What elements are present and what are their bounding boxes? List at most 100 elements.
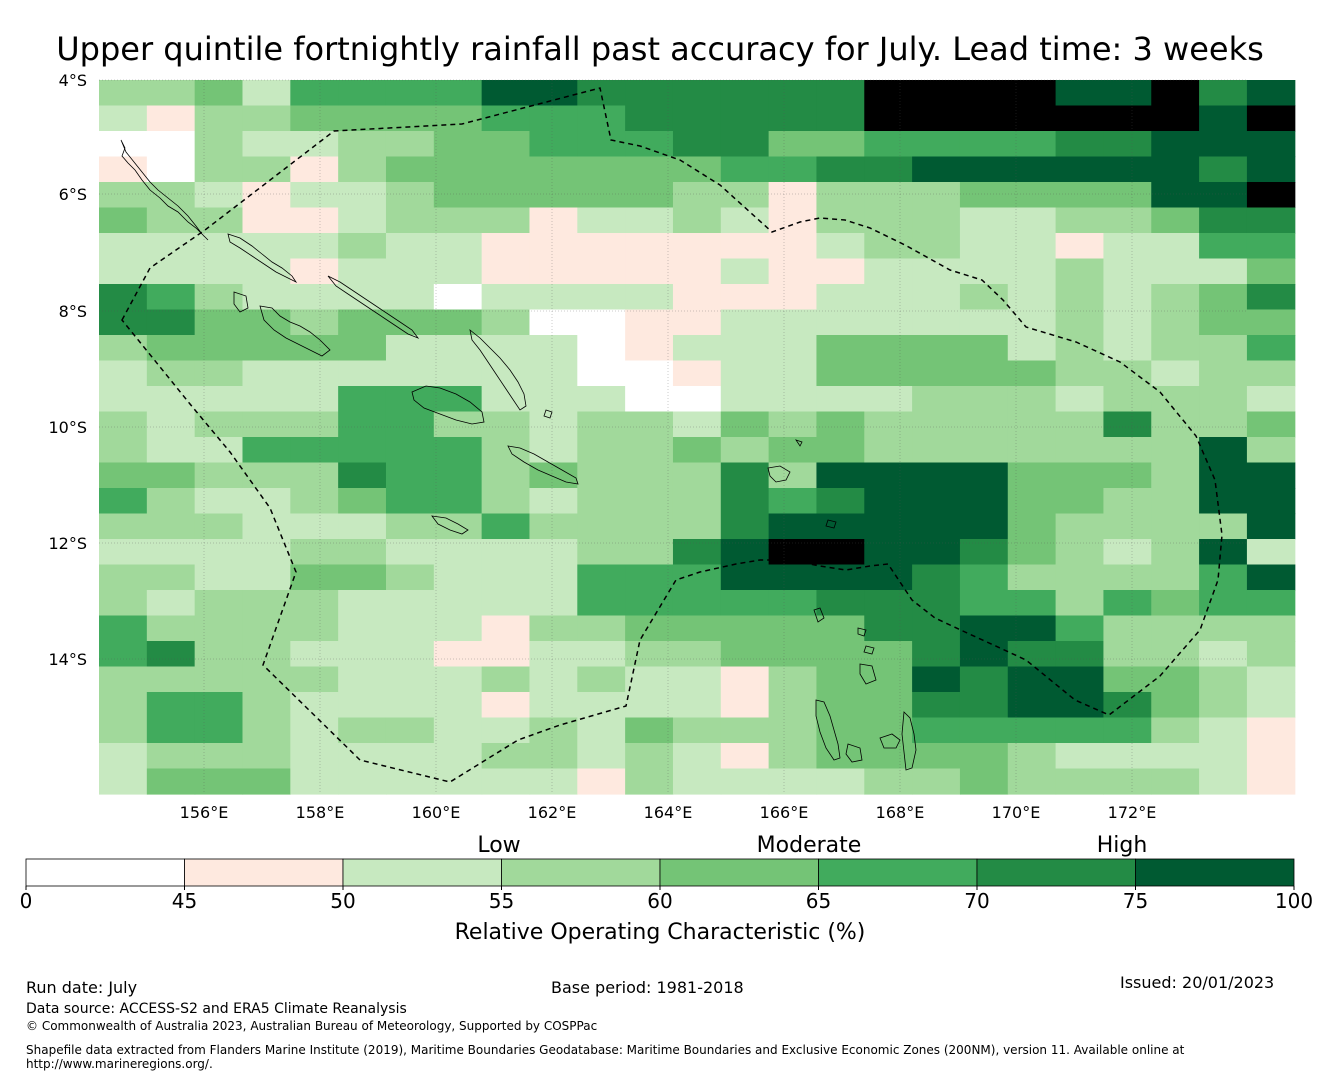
grid-cell	[146, 513, 196, 540]
colorbar-category: High	[1097, 833, 1148, 858]
grid-cell	[1007, 258, 1057, 285]
grid-cell	[1151, 360, 1200, 387]
grid-cell	[1103, 743, 1152, 770]
grid-cell	[290, 80, 339, 107]
grid-cell	[912, 692, 961, 719]
grid-cell	[1103, 462, 1152, 489]
grid-cell	[1199, 615, 1248, 642]
grid-cell	[481, 80, 531, 107]
grid-cell	[625, 131, 674, 158]
grid-cell	[577, 258, 626, 285]
grid-cell	[242, 386, 291, 413]
grid-cell	[99, 717, 148, 744]
grid-cell	[1007, 564, 1057, 591]
grid-cell	[481, 335, 531, 362]
grid-cell	[194, 309, 244, 336]
grid-cell	[290, 182, 339, 209]
grid-cell	[338, 437, 387, 464]
grid-cell	[529, 284, 578, 311]
grid-cell	[672, 462, 722, 489]
grid-cell	[433, 335, 483, 362]
grid-cell	[242, 258, 291, 285]
grid-cell	[1103, 335, 1152, 362]
grid-cell	[194, 411, 244, 438]
grid-cell	[1199, 284, 1248, 311]
grid-cell	[1055, 335, 1105, 362]
longitude-label: 156°E	[180, 803, 229, 822]
grid-cell	[433, 233, 483, 260]
latitude-label: 4°S	[59, 71, 87, 90]
grid-cell	[577, 615, 626, 642]
grid-cell	[1151, 717, 1200, 744]
grid-cell	[1103, 411, 1152, 438]
grid-cell	[768, 743, 818, 770]
grid-cell	[768, 233, 818, 260]
grid-cell	[1103, 641, 1152, 668]
grid-cell	[625, 768, 674, 795]
grid-cell	[577, 564, 626, 591]
grid-cell	[864, 411, 913, 438]
grid-cell	[99, 411, 148, 438]
grid-cell	[529, 309, 578, 336]
grid-cell	[290, 768, 339, 795]
grid-cell	[194, 80, 244, 107]
grid-cell	[433, 360, 483, 387]
coastline-guadalcanal	[411, 385, 485, 425]
grid-cell	[99, 539, 148, 566]
grid-cell	[1055, 692, 1105, 719]
grid-cell	[1103, 182, 1152, 209]
grid-cell	[99, 80, 148, 107]
grid-cell	[625, 360, 674, 387]
grid-cell	[338, 131, 387, 158]
grid-cell	[577, 692, 626, 719]
grid-cell	[672, 182, 722, 209]
grid-cell	[1199, 692, 1248, 719]
grid-cell	[959, 207, 1009, 234]
grid-cell	[577, 462, 626, 489]
colorbar-tick-label: 75	[1123, 889, 1148, 913]
grid-cell	[385, 743, 435, 770]
colorbar-tick-label: 55	[489, 889, 514, 913]
run-date: Run date: July	[26, 978, 138, 997]
grid-cell	[864, 615, 913, 642]
grid-cell	[338, 335, 387, 362]
grid-cell	[625, 462, 674, 489]
grid-cell	[1199, 105, 1248, 132]
grid-cell	[816, 615, 865, 642]
grid-cell	[816, 182, 865, 209]
grid-cell	[768, 615, 818, 642]
grid-cell	[625, 717, 674, 744]
grid-cell	[816, 488, 865, 515]
grid-cell	[1055, 80, 1105, 107]
grid-cell	[1007, 615, 1057, 642]
longitude-label: 158°E	[296, 803, 345, 822]
grid-cell	[433, 284, 483, 311]
grid-cell	[481, 539, 531, 566]
grid-cell	[577, 717, 626, 744]
grid-cell	[242, 207, 291, 234]
grid-cell	[481, 666, 531, 693]
grid-cell	[864, 131, 913, 158]
grid-cell	[99, 182, 148, 209]
grid-cell	[146, 80, 196, 107]
grid-cell	[816, 284, 865, 311]
issued-date: Issued: 20/01/2023	[1120, 973, 1275, 992]
grid-cell	[1103, 768, 1152, 795]
grid-cell	[720, 539, 770, 566]
grid-cell	[242, 666, 291, 693]
grid-cell	[194, 743, 244, 770]
grid-cell	[959, 641, 1009, 668]
grid-cell	[338, 233, 387, 260]
grid-cell	[529, 156, 578, 183]
grid-cell	[768, 692, 818, 719]
grid-cell	[912, 105, 961, 132]
grid-cell	[242, 488, 291, 515]
grid-cell	[959, 462, 1009, 489]
grid-cell	[720, 590, 770, 617]
coastline-santa-cruz	[767, 465, 791, 483]
grid-cell	[1055, 105, 1105, 132]
grid-cell	[625, 207, 674, 234]
grid-cell	[529, 207, 578, 234]
grid-cell	[577, 743, 626, 770]
grid-cell	[146, 258, 196, 285]
